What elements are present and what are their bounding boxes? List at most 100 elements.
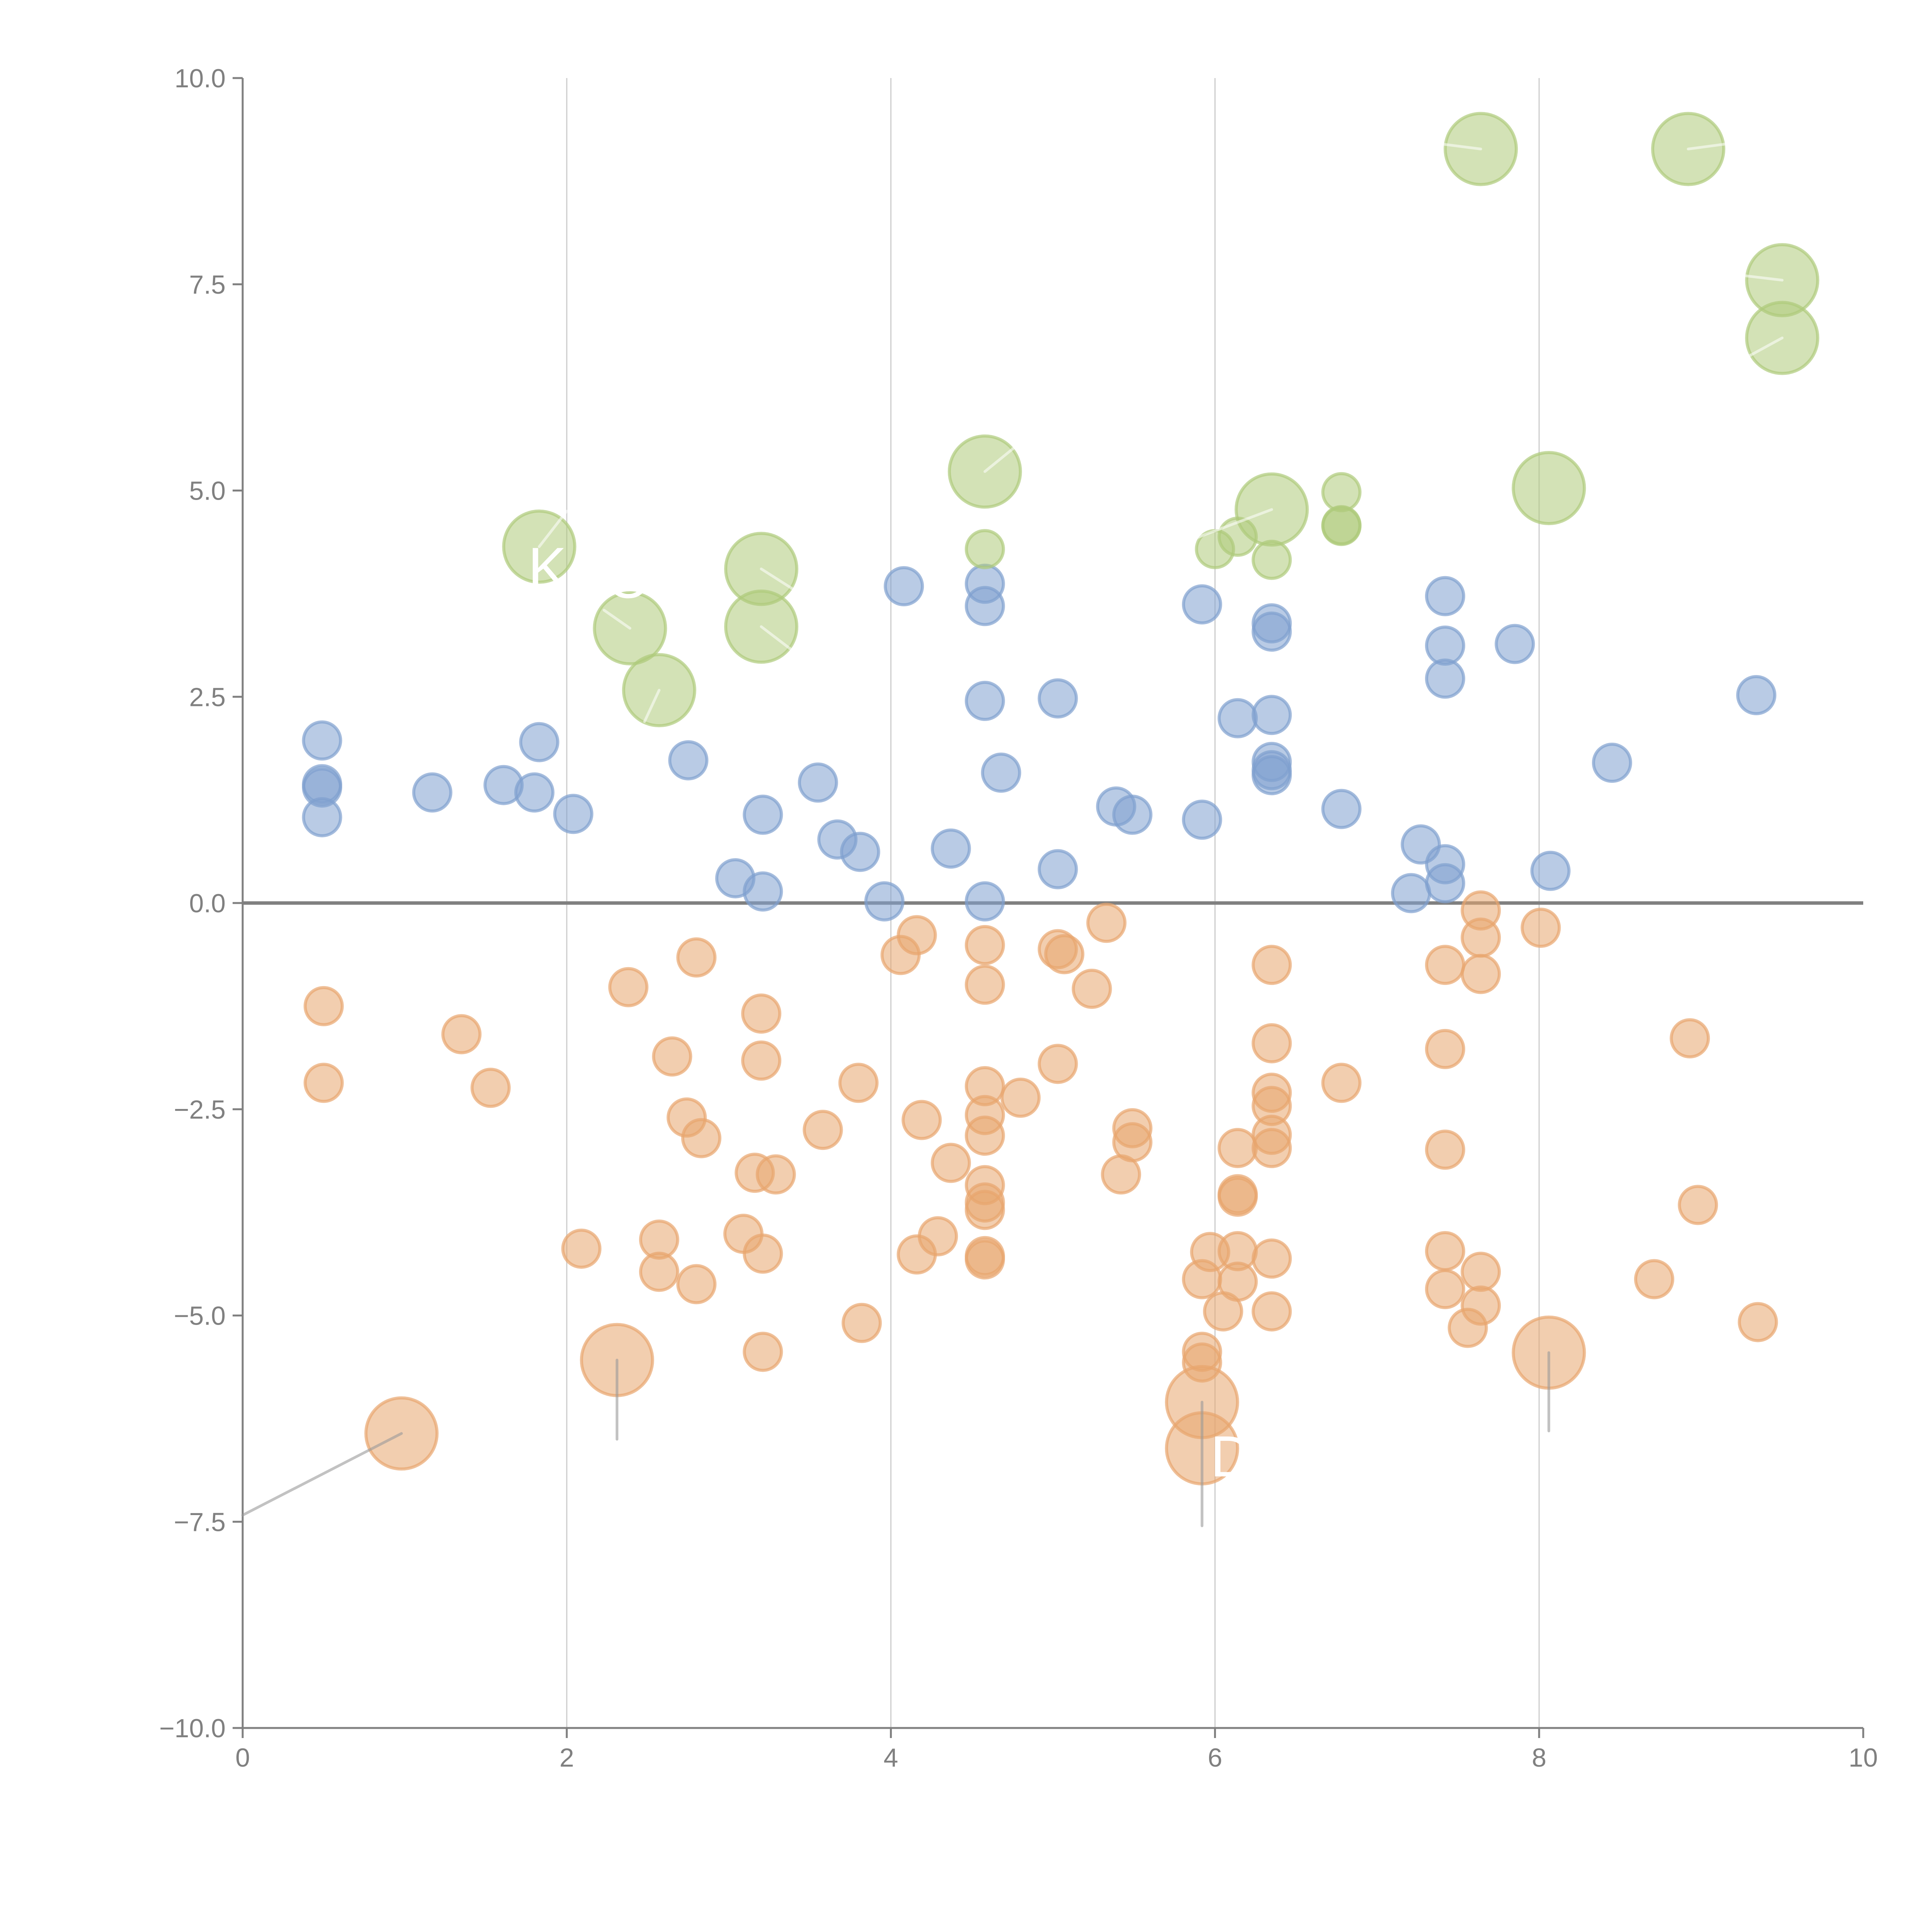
y-tick-label: 10.0 xyxy=(175,64,226,93)
data-point-orange xyxy=(930,1143,971,1183)
data-point-blue xyxy=(1495,624,1535,664)
data-point-orange xyxy=(1461,1252,1501,1292)
data-point-orange xyxy=(1044,934,1085,975)
annotation-leader-line xyxy=(538,510,568,548)
y-tick-label: −5.0 xyxy=(174,1301,226,1331)
data-point-blue xyxy=(519,722,560,762)
y-tick-label: −10.0 xyxy=(159,1714,226,1743)
data-point-blue xyxy=(743,794,783,835)
data-point-orange xyxy=(1252,1128,1292,1168)
data-point-blue xyxy=(1252,611,1292,652)
data-point-blue xyxy=(1425,658,1465,699)
data-point-orange xyxy=(1071,969,1112,1009)
data-point-orange xyxy=(1321,1063,1362,1103)
data-point-orange xyxy=(1461,954,1501,994)
data-point-blue xyxy=(553,794,594,834)
series-green xyxy=(502,112,1820,728)
series-blue xyxy=(302,563,1777,922)
data-point-orange xyxy=(1425,1029,1465,1069)
data-point-orange xyxy=(441,1014,482,1054)
data-point-orange xyxy=(1252,1238,1292,1279)
data-point-orange xyxy=(964,1190,1005,1230)
data-point-orange xyxy=(1670,1018,1710,1059)
annotation-label: O xyxy=(606,545,651,610)
data-point-orange xyxy=(741,1040,782,1081)
data-point-orange xyxy=(743,1233,783,1274)
data-point-orange xyxy=(964,1239,1005,1280)
data-point-blue xyxy=(302,797,342,837)
data-point-blue xyxy=(514,772,554,813)
annotation-leader-line xyxy=(1440,143,1482,151)
leader-lines xyxy=(241,143,1784,1527)
data-point-blue xyxy=(1425,863,1465,903)
data-point-orange xyxy=(743,1332,783,1372)
data-point-green xyxy=(964,529,1005,570)
data-point-orange xyxy=(1461,1285,1501,1326)
data-point-orange xyxy=(1218,1128,1258,1168)
annotation-leader-line xyxy=(1732,273,1784,282)
data-point-orange xyxy=(1425,1129,1465,1170)
annotation-label: K xyxy=(528,535,566,600)
data-point-orange xyxy=(1425,1269,1465,1310)
data-point-blue xyxy=(964,680,1005,721)
data-point-orange xyxy=(901,1100,942,1140)
data-point-orange xyxy=(918,1216,958,1257)
data-point-blue xyxy=(1218,698,1258,738)
data-point-blue xyxy=(798,762,838,803)
data-point-orange xyxy=(608,967,649,1007)
data-point-orange xyxy=(639,1252,679,1292)
data-point-orange xyxy=(1037,1044,1078,1084)
data-point-orange xyxy=(470,1068,511,1108)
annotation-leader-line xyxy=(760,625,795,653)
data-point-blue xyxy=(1037,849,1078,889)
data-point-blue xyxy=(1425,576,1465,616)
data-point-orange xyxy=(1252,1023,1292,1063)
data-point-orange xyxy=(1086,903,1127,943)
x-tick-label: 4 xyxy=(884,1743,898,1772)
data-point-blue xyxy=(1182,799,1222,840)
data-point-blue xyxy=(1112,794,1153,835)
data-point-orange xyxy=(1218,1261,1258,1302)
data-point-orange xyxy=(681,1118,721,1158)
data-point-orange xyxy=(741,993,782,1034)
x-tick-label: 8 xyxy=(1532,1743,1546,1772)
data-point-orange xyxy=(896,915,937,956)
x-tick-label: 6 xyxy=(1208,1743,1222,1772)
data-point-orange xyxy=(1678,1185,1718,1225)
data-point-orange xyxy=(652,1036,692,1077)
y-tick-label: 7.5 xyxy=(189,270,226,299)
data-point-blue xyxy=(964,586,1005,626)
data-point-green xyxy=(1252,539,1292,580)
annotation-leader-line xyxy=(643,689,661,723)
annotation-leader-line xyxy=(983,444,1019,473)
series-orange xyxy=(303,890,1778,1486)
data-point-blue xyxy=(743,871,783,912)
data-point-orange xyxy=(676,937,717,978)
annotation-leader-line xyxy=(602,609,631,630)
data-point-blue xyxy=(1736,675,1777,715)
data-point-orange xyxy=(676,1264,717,1304)
annotation-leader-line xyxy=(1735,337,1784,364)
y-tick-label: 5.0 xyxy=(189,476,226,506)
annotation-leader-line xyxy=(241,1432,403,1517)
data-point-blue xyxy=(668,740,709,781)
y-tick-label: −7.5 xyxy=(174,1507,226,1537)
data-point-blue xyxy=(412,772,452,813)
data-point-blue xyxy=(1252,695,1292,735)
y-tick-label: 0.0 xyxy=(189,889,226,918)
data-point-orange xyxy=(303,986,344,1026)
data-point-orange xyxy=(1112,1122,1153,1163)
annotation-leader-line xyxy=(1687,143,1727,151)
data-point-blue xyxy=(964,881,1005,922)
x-tick-label: 2 xyxy=(560,1743,574,1772)
annotation-leader-line xyxy=(1189,508,1273,542)
data-point-orange xyxy=(1738,1302,1778,1342)
data-point-blue xyxy=(930,828,971,869)
data-point-orange xyxy=(1425,1231,1465,1271)
data-points xyxy=(302,112,1820,1486)
data-point-orange xyxy=(303,1063,344,1103)
data-point-orange xyxy=(1634,1259,1674,1299)
axes: 10.0 7.5 5.0 2.5 0.0 −2.5 −5.0 −7.5 −10.0 0 2 4 6 8 10 xyxy=(159,64,1878,1772)
data-point-blue xyxy=(1391,873,1431,913)
data-point-blue xyxy=(884,566,924,607)
